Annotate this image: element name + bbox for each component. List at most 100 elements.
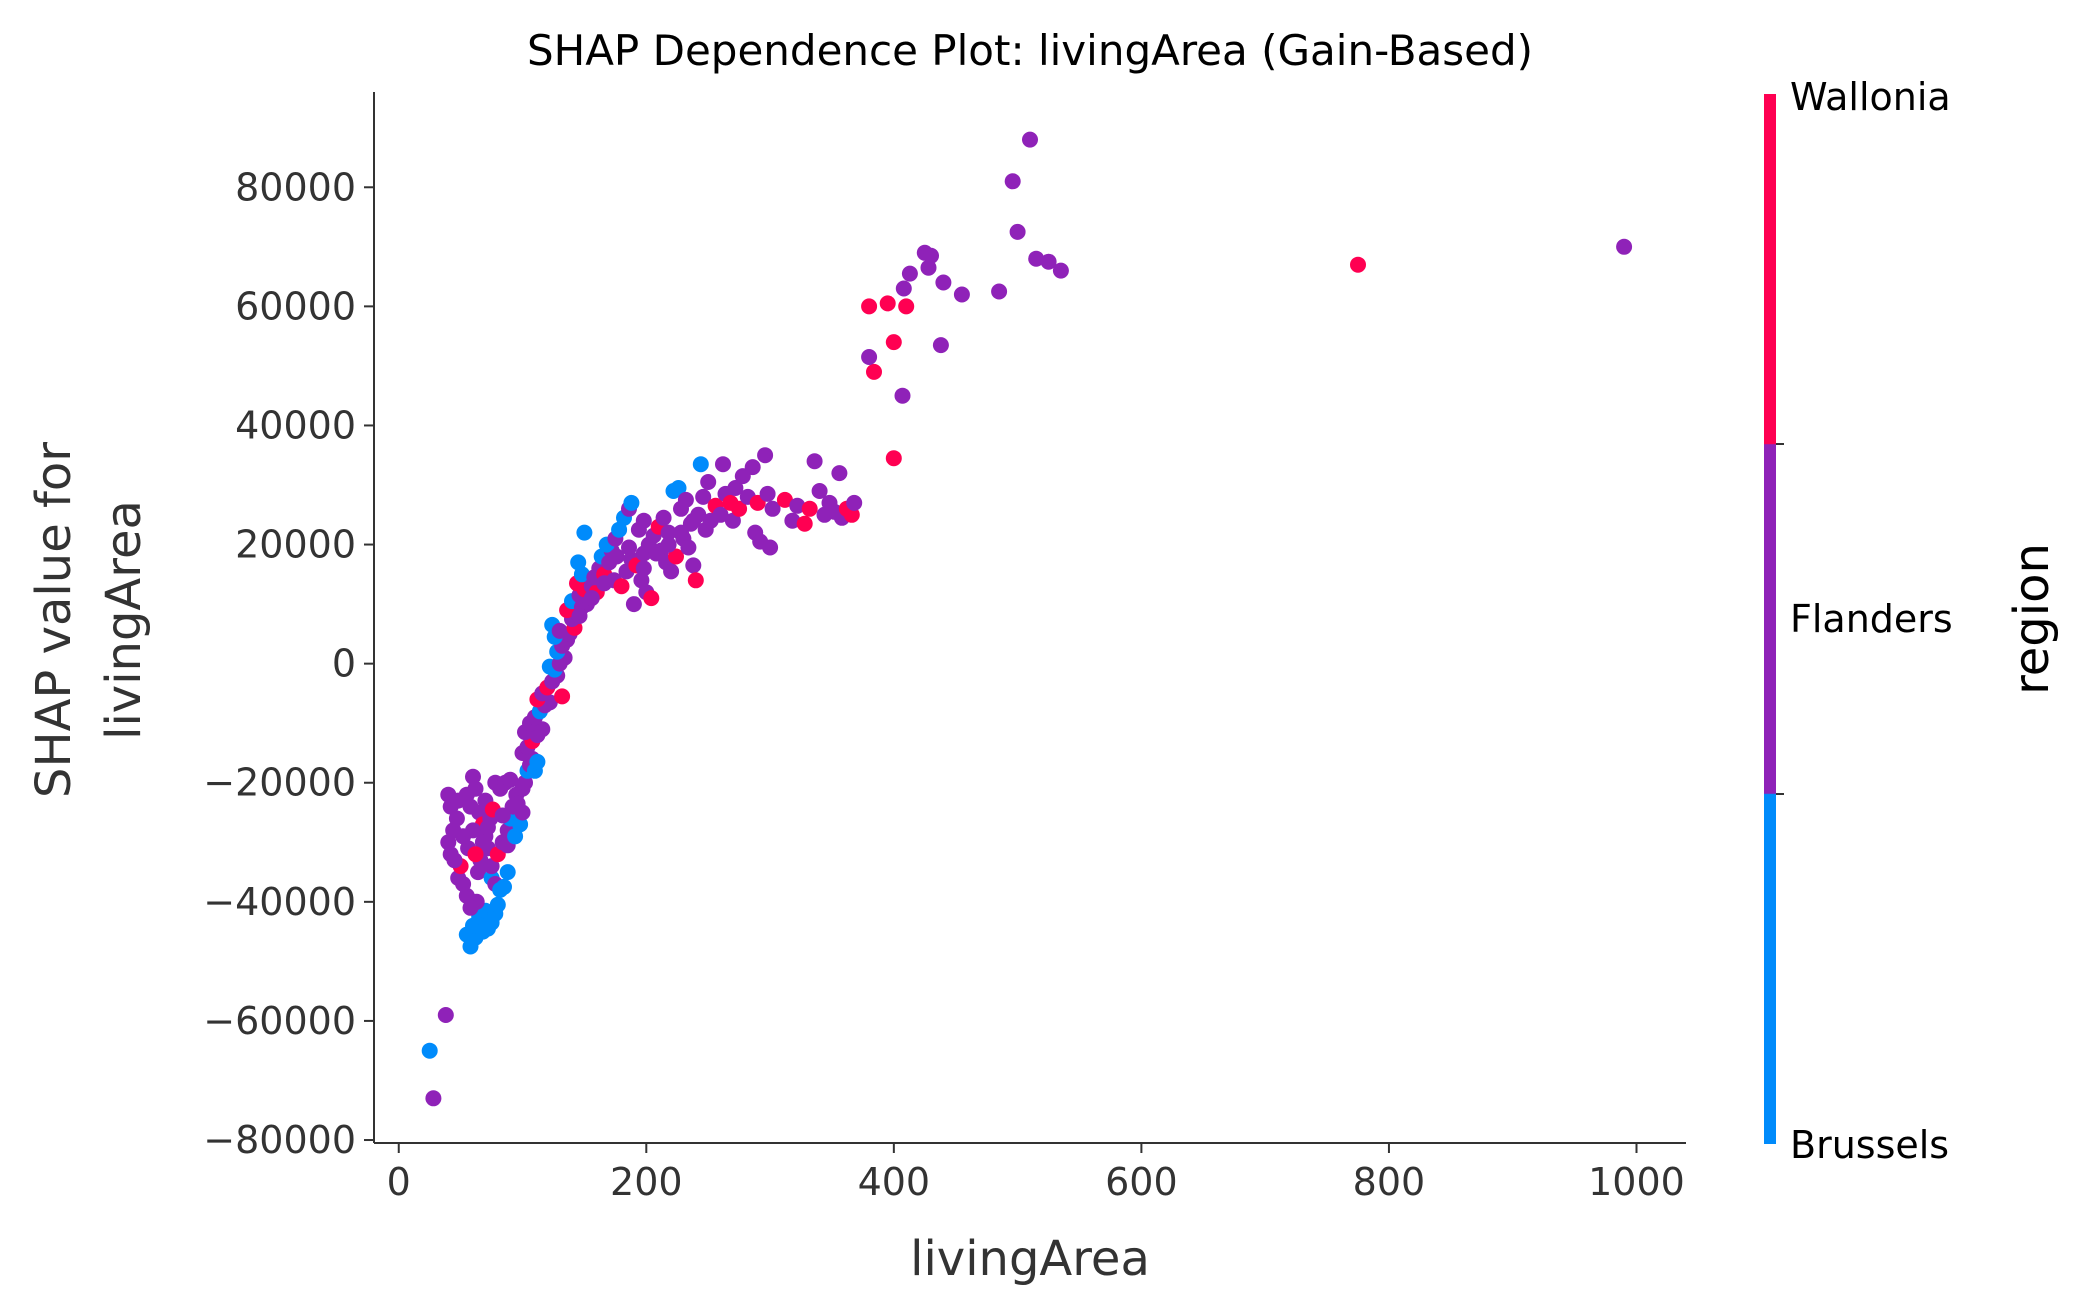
- scatter-point: [861, 298, 878, 315]
- scatter-point: [1009, 223, 1026, 240]
- scatter-point: [483, 858, 500, 875]
- scatter-point: [784, 512, 801, 529]
- scatter-point: [534, 721, 551, 738]
- scatter-point: [846, 494, 863, 511]
- scatter-point: [1004, 173, 1021, 190]
- scatter-point: [687, 572, 704, 589]
- scatter-point: [923, 247, 939, 264]
- scatter-point: [479, 819, 496, 836]
- scatter-point: [764, 500, 781, 517]
- scatter-points: [421, 131, 1633, 1107]
- scatter-point: [885, 450, 902, 467]
- scatter-point: [731, 500, 748, 517]
- scatter-point: [663, 563, 680, 580]
- scatter-point: [789, 497, 806, 514]
- x-tick-label: 600: [1105, 1160, 1178, 1204]
- x-tick-label: 200: [610, 1160, 683, 1204]
- scatter-point: [991, 283, 1008, 300]
- scatter-point: [621, 539, 637, 556]
- scatter-point: [831, 465, 848, 482]
- scatter-point: [529, 753, 546, 770]
- scatter-point: [724, 512, 741, 529]
- scatter-point: [596, 575, 613, 592]
- scatter-point: [920, 259, 937, 276]
- scatter-point: [885, 334, 902, 351]
- colorbar-gradient: [1764, 94, 1776, 1144]
- scatter-point: [801, 500, 818, 517]
- chart-title: SHAP Dependence Plot: livingArea (Gain-B…: [527, 26, 1533, 75]
- scatter-point: [583, 590, 600, 607]
- y-axis-ticks: −80000 −60000 −40000 −20000 0 20000 40000 60000…: [203, 165, 374, 1162]
- y-tick-label: −20000: [203, 761, 356, 805]
- scatter-point: [673, 524, 689, 541]
- scatter-point: [685, 512, 702, 529]
- scatter-point: [727, 480, 744, 496]
- scatter-point: [643, 590, 660, 607]
- scatter-point: [655, 509, 672, 526]
- scatter-point: [489, 896, 506, 913]
- y-tick-label: −80000: [203, 1118, 356, 1162]
- scatter-point: [715, 456, 731, 473]
- scatter-point: [843, 506, 860, 523]
- y-tick-label: 60000: [235, 284, 356, 328]
- scatter-point: [744, 459, 761, 476]
- scatter-point: [467, 780, 484, 797]
- scatter-point: [866, 363, 882, 380]
- y-tick-label: −60000: [203, 999, 356, 1043]
- scatter-point: [879, 295, 896, 312]
- scatter-point: [660, 536, 677, 553]
- scatter-point: [932, 337, 949, 354]
- scatter-point: [576, 524, 593, 541]
- scatter-point: [695, 488, 712, 505]
- scatter-point: [680, 539, 697, 556]
- y-tick-label: −40000: [203, 880, 356, 924]
- scatter-point: [901, 265, 918, 282]
- y-axis-title-line-1: SHAP value for: [26, 442, 82, 798]
- y-tick-label: 40000: [235, 403, 356, 447]
- scatter-point: [499, 864, 516, 881]
- scatter-point: [496, 878, 512, 895]
- scatter-point: [894, 387, 911, 404]
- scatter-point: [554, 688, 571, 705]
- scatter-point: [448, 810, 465, 827]
- scatter-point: [470, 864, 486, 881]
- y-tick-label: 80000: [235, 165, 356, 209]
- x-tick-label: 800: [1353, 1160, 1426, 1204]
- x-axis-title: livingArea: [910, 1231, 1150, 1287]
- scatter-point: [898, 298, 915, 315]
- scatter-point: [895, 280, 912, 297]
- scatter-point: [796, 515, 813, 532]
- scatter-point: [660, 524, 677, 541]
- scatter-point: [625, 596, 642, 613]
- scatter-point: [861, 349, 878, 365]
- scatter-point: [1052, 262, 1069, 279]
- y-tick-label: 20000: [235, 523, 356, 567]
- scatter-point: [712, 506, 729, 523]
- scatter-point: [953, 286, 970, 303]
- scatter-point: [425, 1090, 442, 1107]
- scatter-point: [421, 1042, 438, 1059]
- x-tick-label: 400: [858, 1160, 931, 1204]
- scatter-point: [692, 456, 709, 473]
- scatter-point: [762, 539, 779, 556]
- scatter-point: [1028, 250, 1045, 267]
- x-tick-label: 1000: [1588, 1160, 1685, 1204]
- scatter-point: [465, 768, 481, 785]
- scatter-point: [512, 816, 529, 833]
- colorbar-label-wallonia: Wallonia: [1790, 75, 1951, 119]
- scatter-point: [1040, 253, 1057, 270]
- scatter-point: [1616, 238, 1633, 255]
- colorbar: Wallonia Flanders Brussels region: [1764, 75, 2060, 1167]
- scatter-point: [450, 870, 467, 886]
- scatter-point: [935, 274, 952, 291]
- x-tick-label: 0: [387, 1160, 411, 1204]
- scatter-point: [442, 846, 459, 863]
- scatter-point: [437, 1007, 454, 1023]
- colorbar-label-flanders: Flanders: [1790, 597, 1953, 641]
- scatter-point: [571, 608, 588, 624]
- scatter-point: [757, 447, 774, 464]
- scatter-point: [509, 795, 526, 812]
- scatter-point: [700, 474, 717, 490]
- scatter-point: [455, 828, 472, 845]
- scatter-point: [494, 807, 511, 824]
